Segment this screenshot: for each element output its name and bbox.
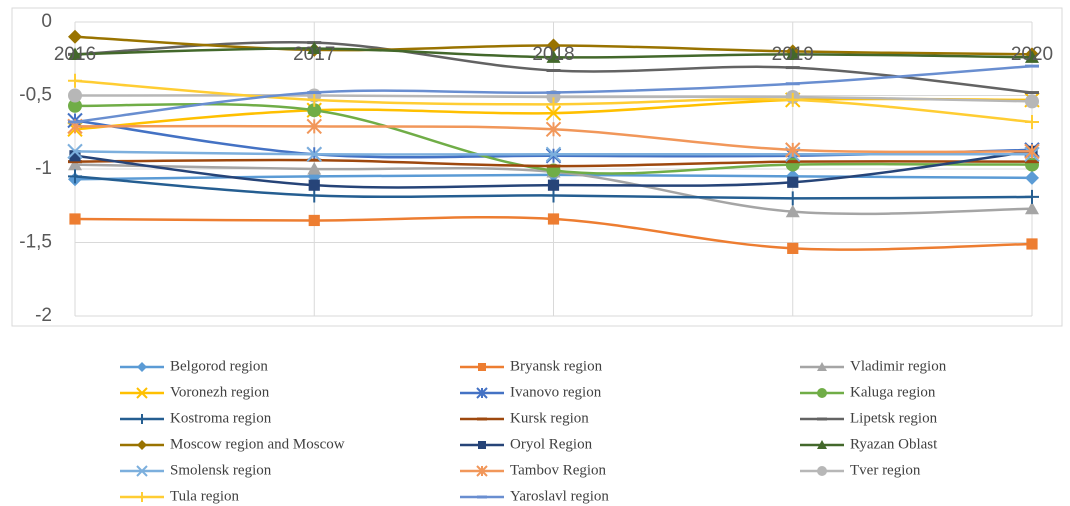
marker	[545, 121, 562, 138]
x-tick-label: 2020	[1011, 44, 1053, 65]
marker	[308, 214, 320, 227]
marker	[69, 213, 81, 225]
marker	[785, 191, 800, 206]
marker	[546, 188, 561, 203]
marker	[1025, 94, 1039, 109]
marker	[307, 41, 322, 55]
series-lines	[67, 29, 1040, 254]
marker	[136, 465, 148, 477]
marker	[546, 97, 561, 112]
marker	[1024, 143, 1040, 160]
legend-label: Tver region	[850, 462, 921, 478]
legend-label: Moscow region and Moscow	[170, 436, 345, 452]
legend-label: Yaroslavl region	[510, 488, 609, 504]
legend-label: Ryazan Oblast	[850, 436, 938, 452]
marker	[68, 169, 82, 184]
marker	[545, 146, 562, 163]
legend: Belgorod region Bryansk region Vladimir re…	[120, 358, 947, 504]
marker	[787, 176, 799, 188]
y-tick-label: -2	[35, 305, 52, 326]
grid	[74, 21, 1033, 317]
legend-label: Ivanovo region	[510, 384, 602, 400]
legend-label: Belgorod region	[170, 358, 268, 374]
marker	[1025, 201, 1039, 215]
marker	[547, 213, 560, 225]
marker	[817, 440, 827, 449]
marker	[68, 98, 82, 113]
legend-label: Tambov Region	[510, 462, 607, 478]
marker	[476, 465, 488, 477]
marker	[308, 179, 320, 191]
marker	[545, 105, 562, 121]
y-tick-label: -1,5	[19, 232, 52, 253]
legend-label: Bryansk region	[510, 358, 603, 374]
marker	[307, 92, 322, 107]
marker	[785, 204, 800, 218]
x-tick-label: 2018	[532, 44, 574, 65]
x-tick-label: 2016	[54, 44, 96, 65]
marker	[307, 188, 322, 203]
x-tick-label: 2019	[772, 44, 814, 65]
marker	[817, 388, 827, 398]
marker	[68, 157, 82, 171]
marker	[68, 47, 82, 60]
marker	[136, 387, 148, 399]
legend-label: Oryol Region	[510, 436, 593, 452]
marker	[137, 414, 147, 424]
marker	[137, 440, 147, 450]
marker	[787, 242, 799, 254]
legend-label: Vladimir region	[850, 358, 947, 374]
marker	[67, 143, 83, 160]
marker	[547, 179, 560, 191]
marker	[137, 362, 147, 372]
marker	[785, 47, 800, 60]
marker	[307, 103, 322, 118]
x-tick-label: 2017	[293, 44, 335, 65]
marker	[546, 50, 561, 63]
legend-label: Kursk region	[510, 410, 589, 426]
marker	[546, 38, 561, 53]
y-tick-label: -1	[35, 158, 52, 179]
marker	[817, 362, 827, 371]
marker	[68, 88, 82, 103]
y-tick-label: -0,5	[19, 85, 52, 106]
marker	[306, 146, 322, 163]
marker	[306, 118, 322, 135]
legend-label: Kaluga region	[850, 384, 936, 400]
marker	[69, 150, 81, 162]
legend-label: Smolensk region	[170, 462, 272, 478]
marker	[785, 92, 800, 107]
marker	[545, 148, 562, 164]
legend-label: Tula region	[170, 488, 240, 504]
marker	[476, 387, 488, 399]
marker	[1026, 238, 1038, 250]
marker	[68, 73, 82, 88]
marker	[1025, 114, 1039, 129]
marker	[478, 441, 486, 449]
marker	[137, 492, 147, 502]
marker	[1025, 50, 1039, 63]
marker	[478, 363, 486, 371]
marker	[817, 466, 827, 476]
marker	[1025, 170, 1039, 185]
legend-label: Lipetsk region	[850, 410, 938, 426]
axis-labels: 0 -0,5 -1 -1,5 -2 2016 2017 2018 2019 2020	[19, 11, 1053, 326]
plot-frame	[11, 7, 1063, 327]
y-tick-label: 0	[41, 11, 52, 32]
marker	[68, 29, 82, 44]
legend-label: Voronezh region	[170, 384, 270, 400]
marker	[785, 142, 801, 158]
marker	[1025, 189, 1039, 204]
legend-label: Kostroma region	[170, 410, 272, 426]
marker	[307, 162, 322, 175]
